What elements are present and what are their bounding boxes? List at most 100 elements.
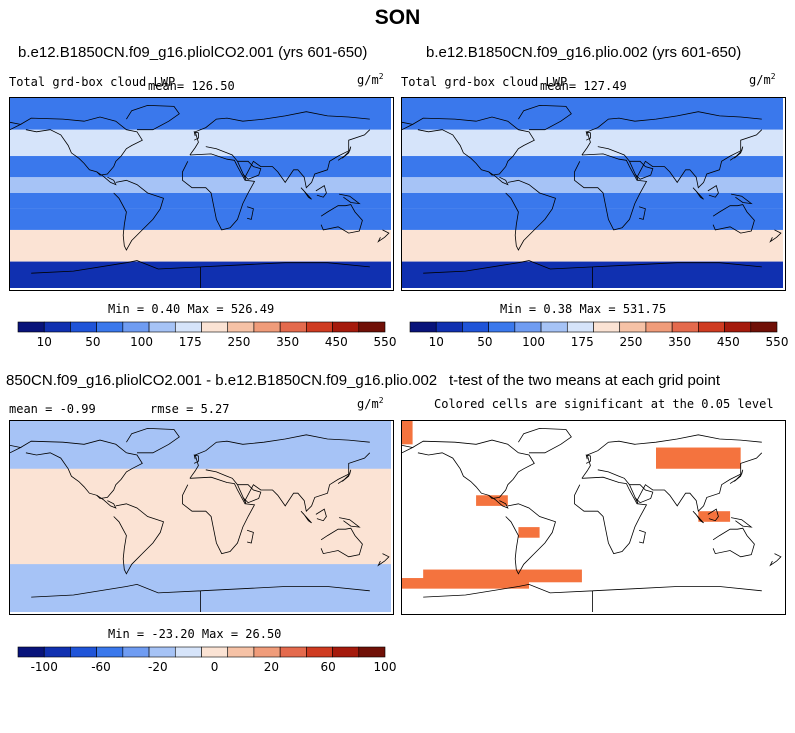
colorbar-swatch [645,321,673,333]
coastline [629,484,654,504]
coastline [96,494,117,509]
coastline [423,260,762,288]
coastline [505,179,556,251]
colorbar-swatch [409,321,437,333]
value-band [402,208,783,230]
tl-colorbar: 10 50 100 175 250 350 450 550 [17,321,396,352]
colorbar-swatch [698,321,725,333]
coastline [339,193,361,205]
significant-cells [476,495,508,506]
colorbar-swatch [43,321,71,333]
coastline [707,184,719,198]
coastline [574,476,648,555]
value-band [10,98,391,130]
colorbar-swatch [122,321,150,333]
value-band [10,177,391,193]
coastline [20,116,143,176]
coastline [126,427,180,454]
colorbar-tick-label: 550 [766,335,789,349]
colorbar-swatch [96,321,124,333]
colorbar-swatch [514,321,542,333]
coastline [237,484,262,504]
coastline [315,508,327,522]
colorbar-swatch [279,646,307,658]
coastline [300,187,312,200]
colorbar-swatch [358,646,386,658]
coastline [638,529,646,544]
coastline [638,206,646,220]
colorbar-swatch [332,321,360,333]
colorbar-swatch [227,321,255,333]
tl-title: b.e12.B1850CN.f09_g16.pliolCO2.001 (yrs … [18,44,368,61]
coastline [585,131,591,141]
coastline [339,517,361,528]
tr-mean: mean= 127.49 [540,79,627,93]
colorbar-swatch [358,321,386,333]
colorbar-tick-label: 450 [325,335,348,349]
colorbar-tick-label: -20 [148,660,168,674]
coastline [488,494,509,509]
colorbar-swatch [201,646,229,658]
tr-minmax: Min = 0.38 Max = 531.75 [500,302,667,316]
coastline [126,104,180,131]
colorbar-tick-label: 250 [619,335,642,349]
colorbar-swatch [462,321,489,333]
colorbar-swatch [148,321,176,333]
bl-colorbar: -100 -60 -20 0 20 60 100 [17,646,396,677]
colorbar-tick-label: 100 [522,335,545,349]
coastline [377,553,390,567]
coastline [113,179,164,251]
tl-minmax: Min = 0.40 Max = 526.49 [108,302,275,316]
bl-title: 850CN.f09_g16.pliolCO2.001 - b.e12.B1850… [6,372,438,389]
value-band [10,229,391,262]
coastline [488,171,509,186]
bl-mean: mean = -0.99 [9,402,96,416]
coastline [337,469,352,484]
colorbar-tick-label: 175 [179,335,202,349]
colorbar-tick-label: 60 [321,660,336,674]
bl-rmse: rmse = 5.27 [150,402,230,416]
colorbar-tick-label: 100 [374,660,397,674]
colorbar-tick-label: 100 [130,335,153,349]
colorbar-swatch [619,321,647,333]
colorbar-swatch [174,646,202,658]
coastline [505,503,556,575]
value-band [10,516,391,565]
significant-cells [518,527,540,538]
figure-title: SON [374,6,421,29]
colorbar-swatch [279,321,307,333]
colorbar-swatch [43,646,71,658]
coastline [182,476,256,555]
colorbar-tick-label: -60 [91,660,111,674]
colorbar-swatch [227,646,255,658]
value-band [10,468,391,517]
colorbar-swatch [435,321,463,333]
coastline [193,131,199,141]
coastline [315,184,327,198]
value-band [10,193,391,209]
colorbar-swatch [174,321,202,333]
coastline [769,229,782,243]
colorbar-tick-label: 20 [264,660,279,674]
value-band [10,421,391,469]
colorbar-tick-label: 550 [374,335,397,349]
value-band [402,98,783,130]
colorbar-tick-label: 50 [85,335,100,349]
bl-minmax: Min = -23.20 Max = 26.50 [108,627,282,641]
coastline [518,427,572,454]
colorbar-tick-label: 50 [477,335,492,349]
tl-map [9,97,394,291]
coastline [113,503,164,575]
colorbar-swatch [70,646,97,658]
coastlines [10,427,390,612]
coastline [320,527,363,558]
value-band [402,156,783,178]
coastline [246,206,254,220]
coastline [585,454,591,464]
value-band [402,229,783,262]
colorbar-swatch [750,321,778,333]
coastline [182,153,256,231]
significant-cells [402,578,529,589]
tr-map [401,97,786,291]
coastline [712,204,755,234]
